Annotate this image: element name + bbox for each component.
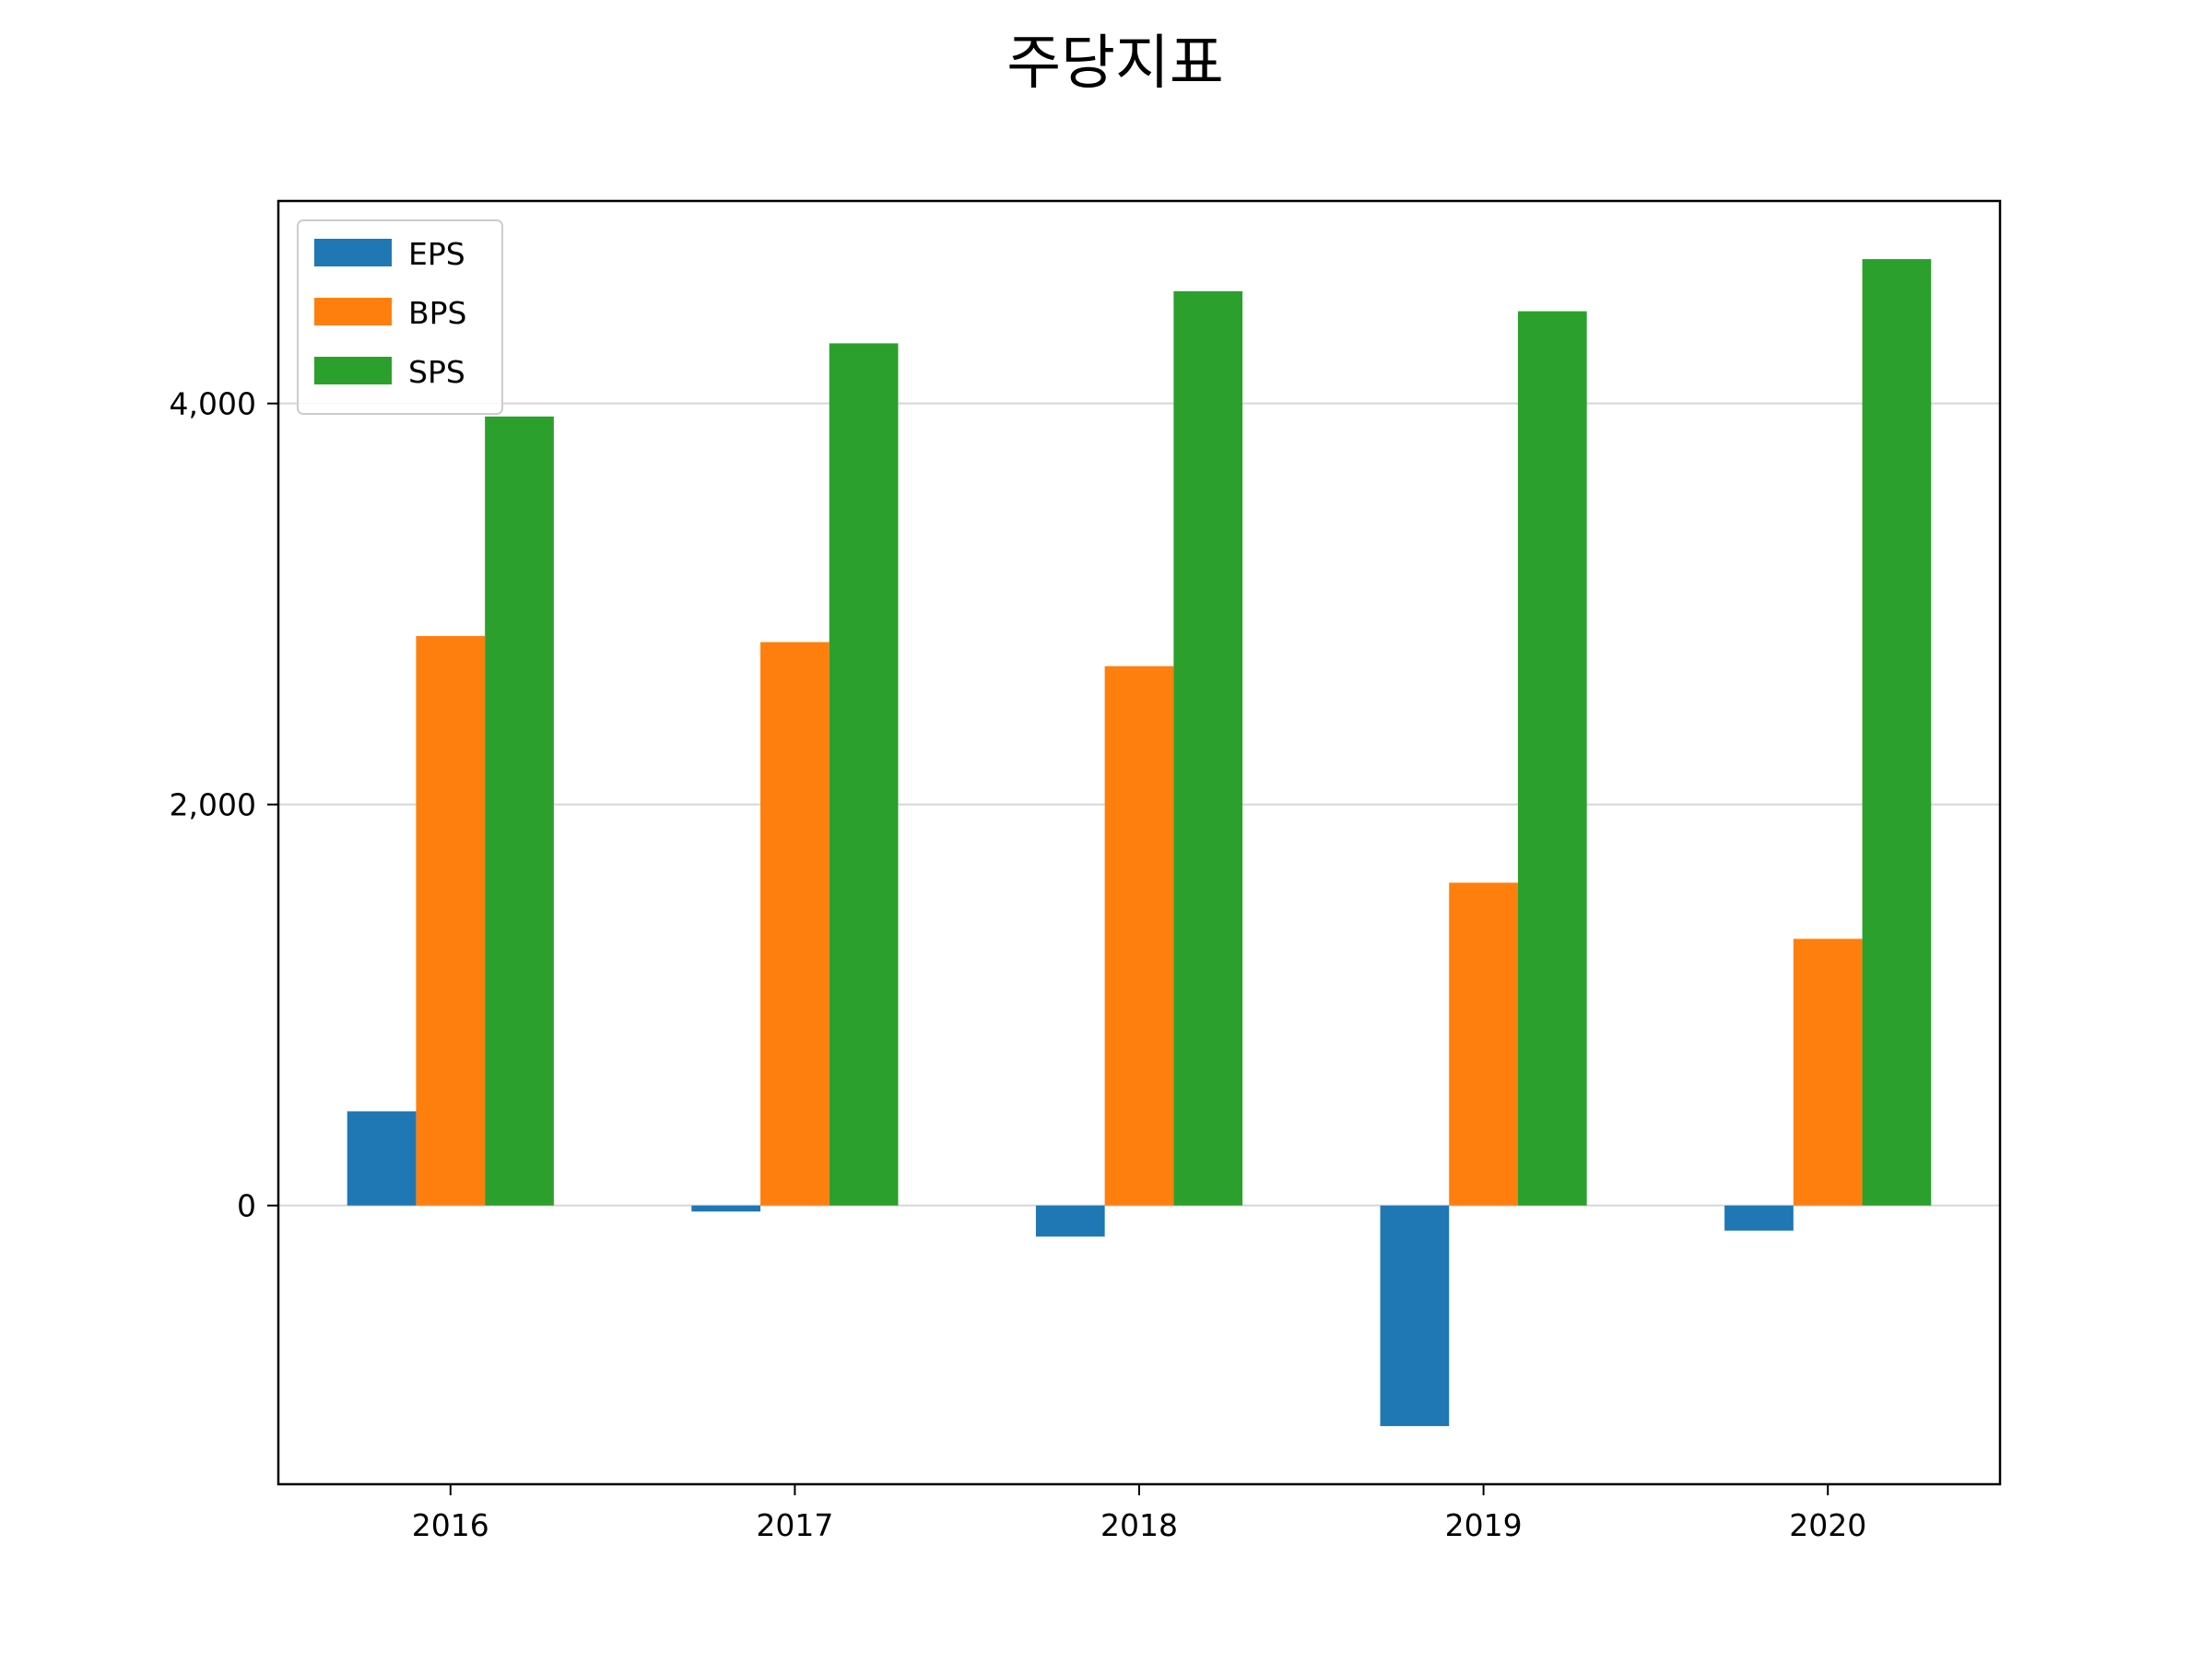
bar-sps-2019 — [1517, 311, 1587, 1206]
x-tick-label: 2016 — [412, 1507, 489, 1543]
legend-label-sps: SPS — [408, 354, 465, 390]
bar-eps-2018 — [1035, 1205, 1105, 1237]
bar-bps-2019 — [1449, 882, 1518, 1206]
legend-label-eps: EPS — [408, 236, 465, 272]
y-tick-label: 2,000 — [170, 787, 256, 823]
chart-title: 주당지표 — [1006, 30, 1224, 98]
bar-sps-2020 — [1862, 259, 1932, 1206]
bar-bps-2018 — [1104, 666, 1174, 1206]
bar-bps-2016 — [416, 635, 486, 1206]
x-tick-label: 2019 — [1445, 1507, 1523, 1543]
legend-swatch-sps — [314, 357, 392, 384]
legend-swatch-bps — [314, 298, 392, 325]
legend: EPS BPS SPS — [297, 219, 503, 415]
legend-swatch-eps — [314, 239, 392, 266]
bar-bps-2017 — [760, 642, 830, 1206]
y-tick-label: 0 — [237, 1188, 256, 1224]
bar-sps-2017 — [829, 343, 899, 1206]
bar-eps-2016 — [347, 1111, 417, 1206]
bar-bps-2020 — [1793, 938, 1863, 1206]
y-tick-label: 4,000 — [170, 386, 256, 422]
axis-ticks: 0 2,000 4,000 2016 2017 2018 2019 2020 — [170, 386, 1867, 1543]
bar-sps-2018 — [1173, 290, 1243, 1206]
bar-eps-2019 — [1380, 1205, 1450, 1426]
bar-eps-2017 — [691, 1205, 761, 1212]
x-tick-label: 2018 — [1100, 1507, 1178, 1543]
bar-eps-2020 — [1724, 1205, 1794, 1231]
x-tick-label: 2020 — [1789, 1507, 1866, 1543]
bars — [347, 259, 1932, 1426]
x-tick-label: 2017 — [756, 1507, 833, 1543]
legend-label-bps: BPS — [408, 295, 467, 331]
bar-sps-2016 — [485, 416, 554, 1206]
